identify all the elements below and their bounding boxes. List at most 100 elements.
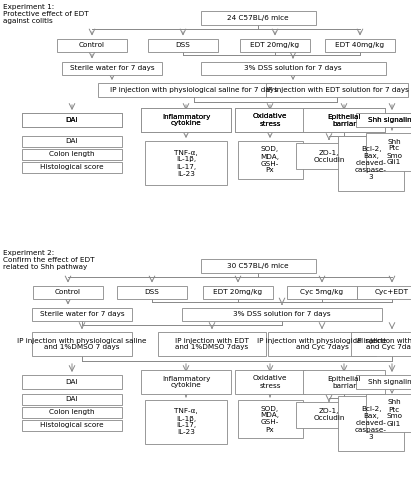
FancyBboxPatch shape <box>303 108 385 132</box>
Text: ZO-1,
Occludin: ZO-1, Occludin <box>313 408 345 422</box>
Text: Epithelial
barriar: Epithelial barriar <box>327 114 361 126</box>
Text: Inflammatory
cytokine: Inflammatory cytokine <box>162 114 210 126</box>
FancyBboxPatch shape <box>141 108 231 132</box>
Text: DAI: DAI <box>66 138 79 144</box>
FancyBboxPatch shape <box>182 308 382 320</box>
FancyBboxPatch shape <box>148 38 218 52</box>
FancyBboxPatch shape <box>32 332 132 356</box>
Text: Shh signaling: Shh signaling <box>368 117 411 123</box>
FancyBboxPatch shape <box>266 83 408 97</box>
FancyBboxPatch shape <box>296 143 362 169</box>
FancyBboxPatch shape <box>240 38 310 52</box>
FancyBboxPatch shape <box>22 406 122 418</box>
Text: DSS: DSS <box>145 289 159 295</box>
FancyBboxPatch shape <box>238 141 302 179</box>
FancyBboxPatch shape <box>235 108 305 132</box>
Text: 3% DSS solution for 7 days: 3% DSS solution for 7 days <box>244 65 342 71</box>
FancyBboxPatch shape <box>22 113 122 127</box>
FancyBboxPatch shape <box>57 38 127 52</box>
Text: IP injection with physiological saline
and 1%DMSO 7 days: IP injection with physiological saline a… <box>17 338 147 350</box>
Text: EDT 40mg/kg: EDT 40mg/kg <box>335 42 385 48</box>
FancyBboxPatch shape <box>325 38 395 52</box>
Text: Control: Control <box>55 289 81 295</box>
Text: TNF-α,
IL-1β,
IL-17,
IL-23: TNF-α, IL-1β, IL-17, IL-23 <box>174 408 198 436</box>
FancyBboxPatch shape <box>62 62 162 74</box>
Text: Experiment 2:
Confirm the effect of EDT
related to Shh pathway: Experiment 2: Confirm the effect of EDT … <box>3 250 95 270</box>
FancyBboxPatch shape <box>235 108 305 132</box>
Text: Colon length: Colon length <box>49 409 95 415</box>
Text: Bcl-2,
Bax,
cleaved-
caspase-
3: Bcl-2, Bax, cleaved- caspase- 3 <box>355 406 387 440</box>
Text: DSS: DSS <box>175 42 190 48</box>
FancyBboxPatch shape <box>201 259 316 273</box>
Text: Control: Control <box>79 42 105 48</box>
Text: Histological score: Histological score <box>40 422 104 428</box>
FancyBboxPatch shape <box>366 133 411 171</box>
FancyBboxPatch shape <box>22 136 122 146</box>
Text: TNF-α,
IL-1β,
IL-17,
IL-23: TNF-α, IL-1β, IL-17, IL-23 <box>174 150 198 176</box>
Text: IP injection with EDT
and 1%DMSO 7days: IP injection with EDT and 1%DMSO 7days <box>175 338 249 350</box>
FancyBboxPatch shape <box>22 162 122 172</box>
FancyBboxPatch shape <box>238 400 302 438</box>
FancyBboxPatch shape <box>117 286 187 298</box>
Text: IP injection with physiological saline
and Cyc 7days: IP injection with physiological saline a… <box>257 338 387 350</box>
FancyBboxPatch shape <box>201 62 386 74</box>
Text: Sterile water for 7 days: Sterile water for 7 days <box>70 65 154 71</box>
Text: Experiment 1:
Protective effect of EDT
against colitis: Experiment 1: Protective effect of EDT a… <box>3 4 89 24</box>
Text: DAI: DAI <box>66 379 79 385</box>
FancyBboxPatch shape <box>141 370 231 394</box>
Text: SOD,
MDA,
GSH-
Px: SOD, MDA, GSH- Px <box>261 146 279 174</box>
FancyBboxPatch shape <box>268 332 376 356</box>
FancyBboxPatch shape <box>338 396 404 450</box>
FancyBboxPatch shape <box>22 394 122 404</box>
Text: DAI: DAI <box>66 396 79 402</box>
Text: Bcl-2,
Bax,
cleaved-
caspase-
3: Bcl-2, Bax, cleaved- caspase- 3 <box>355 146 387 180</box>
Text: 3% DSS solution for 7 days: 3% DSS solution for 7 days <box>233 311 331 317</box>
FancyBboxPatch shape <box>287 286 357 298</box>
FancyBboxPatch shape <box>22 420 122 430</box>
FancyBboxPatch shape <box>356 113 411 127</box>
Text: Cyc 5mg/kg: Cyc 5mg/kg <box>300 289 344 295</box>
FancyBboxPatch shape <box>356 375 411 389</box>
FancyBboxPatch shape <box>235 370 305 394</box>
FancyBboxPatch shape <box>22 148 122 160</box>
Text: Cyc+EDT: Cyc+EDT <box>375 289 409 295</box>
Text: Inflammatory
cytokine: Inflammatory cytokine <box>162 114 210 126</box>
Text: Inflammatory
cytokine: Inflammatory cytokine <box>162 376 210 388</box>
FancyBboxPatch shape <box>203 286 273 298</box>
Text: Oxidative
stress: Oxidative stress <box>253 376 287 388</box>
Text: SOD,
MDA,
GSH-
Px: SOD, MDA, GSH- Px <box>261 406 279 432</box>
FancyBboxPatch shape <box>32 308 132 320</box>
FancyBboxPatch shape <box>141 108 231 132</box>
FancyBboxPatch shape <box>338 136 404 190</box>
Text: IP injection with EDT solution for 7 days: IP injection with EDT solution for 7 day… <box>266 87 409 93</box>
Text: Shh signaling: Shh signaling <box>368 117 411 123</box>
Text: Shh signaling: Shh signaling <box>368 379 411 385</box>
Text: IP injection with physiological saline for 7 days: IP injection with physiological saline f… <box>110 87 278 93</box>
Text: Colon length: Colon length <box>49 151 95 157</box>
Text: DAI: DAI <box>66 117 79 123</box>
FancyBboxPatch shape <box>22 113 122 127</box>
Text: Shh
Ptc
Smo
Gli1: Shh Ptc Smo Gli1 <box>386 400 402 426</box>
FancyBboxPatch shape <box>158 332 266 356</box>
FancyBboxPatch shape <box>98 83 290 97</box>
FancyBboxPatch shape <box>296 402 362 428</box>
Text: Epithelial
barriar: Epithelial barriar <box>327 114 361 126</box>
FancyBboxPatch shape <box>366 394 411 432</box>
Text: Oxidative
stress: Oxidative stress <box>253 114 287 126</box>
Text: DAI: DAI <box>66 117 79 123</box>
Text: Histological score: Histological score <box>40 164 104 170</box>
FancyBboxPatch shape <box>357 286 411 298</box>
FancyBboxPatch shape <box>145 141 227 185</box>
FancyBboxPatch shape <box>145 400 227 444</box>
Text: 30 C57BL/6 mice: 30 C57BL/6 mice <box>227 263 289 269</box>
FancyBboxPatch shape <box>303 108 385 132</box>
Text: Sterile water for 7 days: Sterile water for 7 days <box>40 311 124 317</box>
Text: 24 C57BL/6 mice: 24 C57BL/6 mice <box>227 15 289 21</box>
Text: EDT 20mg/kg: EDT 20mg/kg <box>213 289 263 295</box>
Text: IP injection with EDT
and Cyc 7days: IP injection with EDT and Cyc 7days <box>355 338 411 350</box>
Text: Oxidative
stress: Oxidative stress <box>253 114 287 126</box>
FancyBboxPatch shape <box>33 286 103 298</box>
Text: Epithelial
barriar: Epithelial barriar <box>327 376 361 388</box>
FancyBboxPatch shape <box>22 375 122 389</box>
Text: ZO-1,
Occludin: ZO-1, Occludin <box>313 150 345 162</box>
